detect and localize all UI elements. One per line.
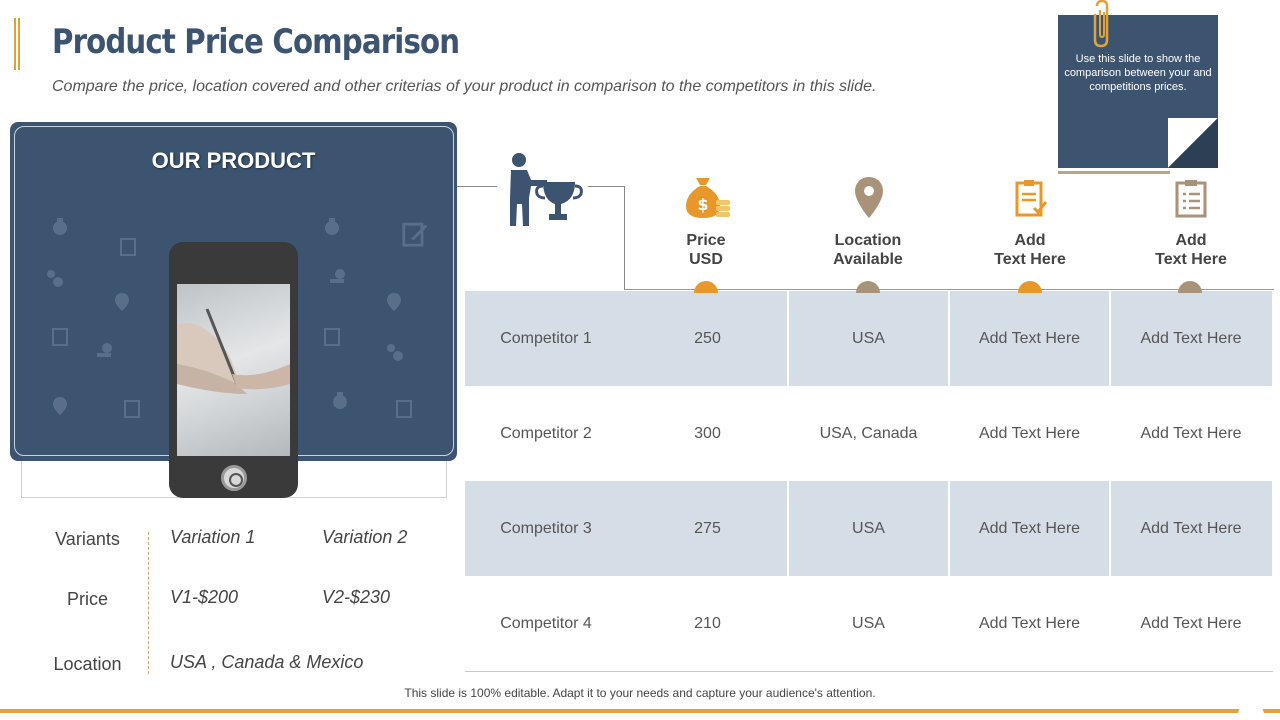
table-cell: Add Text Here xyxy=(1140,424,1242,442)
hand-gear-icon xyxy=(97,343,112,357)
column-separator xyxy=(948,481,950,576)
table-cell: 210 xyxy=(694,614,721,632)
column-separator xyxy=(1109,291,1111,386)
table-cell: Competitor 3 xyxy=(500,519,592,537)
connector-line xyxy=(624,186,625,290)
money-bag-icon xyxy=(53,218,67,235)
table-cell: USA xyxy=(852,614,885,632)
table-cell: Add Text Here xyxy=(978,614,1081,632)
table-cell: USA, Canada xyxy=(819,424,918,442)
clipboard-icon xyxy=(124,400,140,418)
table-cell: 300 xyxy=(694,424,721,442)
sticky-note-text: Use this slide to show the comparison be… xyxy=(1064,53,1212,93)
table-cell: Add Text Here xyxy=(978,424,1081,442)
people-gear-icon xyxy=(47,270,63,287)
column-header-line: USD xyxy=(689,251,723,268)
table-cell: 275 xyxy=(694,519,721,537)
column-separator xyxy=(948,291,950,386)
phone-screen-image xyxy=(177,284,290,456)
table-cell: Add Text Here xyxy=(1140,329,1242,347)
footer-accent-bar xyxy=(0,709,1280,713)
variant-2-value: Variation 2 xyxy=(322,527,408,547)
connector-line xyxy=(457,186,497,187)
column-separator xyxy=(787,481,789,576)
price-2-value: V2-$230 xyxy=(322,587,391,607)
column-header-line: Text Here xyxy=(1155,251,1227,268)
table-cell: Competitor 2 xyxy=(500,424,592,442)
footer-tab xyxy=(1238,702,1264,720)
table-cell: Add Text Here xyxy=(1140,614,1242,632)
table-cell: USA xyxy=(852,519,885,537)
location-pin-icon xyxy=(115,293,129,311)
table-row: Competitor 3 275 USA Add Text Here Add T… xyxy=(465,481,1272,576)
table-cell: USA xyxy=(852,329,885,347)
page-subtitle: Compare the price, location covered and … xyxy=(52,78,877,95)
column-header-line: Add xyxy=(1014,232,1046,249)
location-pin-icon xyxy=(855,177,883,218)
column-separator xyxy=(787,291,789,386)
table-row: Competitor 4 210 USA Add Text Here Add T… xyxy=(465,576,1272,671)
table-cell: Competitor 1 xyxy=(500,329,592,347)
variants-divider xyxy=(148,532,149,674)
title-accent-bar xyxy=(14,18,20,70)
table-bottom-line xyxy=(465,671,1273,672)
column-header-add-1: Add Text Here xyxy=(960,231,1100,269)
clipboard-icon xyxy=(120,238,136,256)
hand-gear-icon xyxy=(330,269,345,283)
column-header-line: Location xyxy=(834,232,902,249)
notepad-pen-icon xyxy=(402,222,428,247)
location-value: USA , Canada & Mexico xyxy=(170,652,364,672)
price-label: Price xyxy=(66,589,108,609)
page-title: Product Price Comparison xyxy=(52,22,460,62)
table-row: Competitor 2 300 USA, Canada Add Text He… xyxy=(465,386,1272,481)
table-row: Competitor 1 250 USA Add Text Here Add T… xyxy=(465,291,1272,386)
people-gear-icon xyxy=(387,344,403,361)
money-bag-icon xyxy=(333,392,347,409)
table-cell: 250 xyxy=(694,329,721,347)
location-label: Location xyxy=(53,654,122,674)
person-trophy-icon xyxy=(510,153,583,226)
connector-line xyxy=(588,186,624,187)
column-separator xyxy=(1109,481,1111,576)
clipboard-check-icon xyxy=(1015,180,1048,217)
table-header-line xyxy=(624,289,1274,290)
column-header-line: Price xyxy=(686,232,726,249)
column-marker-dot xyxy=(694,281,718,293)
table-cell: Add Text Here xyxy=(978,329,1081,347)
variants-label: Variants xyxy=(55,529,120,549)
column-header-line: Available xyxy=(833,251,903,268)
table-cell: Competitor 4 xyxy=(500,614,592,632)
product-panel-title: OUR PRODUCT xyxy=(151,148,316,173)
column-marker-dot xyxy=(1178,281,1202,293)
sticky-note-underline xyxy=(1058,171,1170,174)
sticky-note-fold xyxy=(1168,118,1218,168)
column-header-location: Location Available xyxy=(798,231,938,269)
clipboard-icon xyxy=(396,400,412,418)
column-header-price: Price USD xyxy=(636,231,776,269)
clipboard-list-icon xyxy=(1175,180,1207,218)
clipboard-icon xyxy=(52,328,68,346)
location-pin-icon xyxy=(53,397,67,415)
phone-home-button xyxy=(221,465,247,491)
variant-1-value: Variation 1 xyxy=(170,527,256,547)
column-header-line: Add xyxy=(1175,232,1207,249)
paperclip-icon xyxy=(1093,0,1109,48)
clipboard-icon xyxy=(324,328,340,346)
table-cell: Add Text Here xyxy=(1140,519,1242,537)
column-header-line: Text Here xyxy=(994,251,1066,268)
column-marker-dot xyxy=(1018,281,1042,293)
svg-text:$: $ xyxy=(697,195,708,214)
footer-note: This slide is 100% editable. Adapt it to… xyxy=(404,686,876,700)
table-cell: Add Text Here xyxy=(978,519,1081,537)
location-pin-icon xyxy=(387,293,401,311)
column-header-add-2: Add Text Here xyxy=(1121,231,1261,269)
price-1-value: V1-$200 xyxy=(170,587,239,607)
writing-hand-illustration xyxy=(177,308,290,394)
money-bag-icon xyxy=(325,218,339,235)
column-marker-dot xyxy=(856,281,880,293)
money-bag-icon: $ xyxy=(686,178,730,218)
